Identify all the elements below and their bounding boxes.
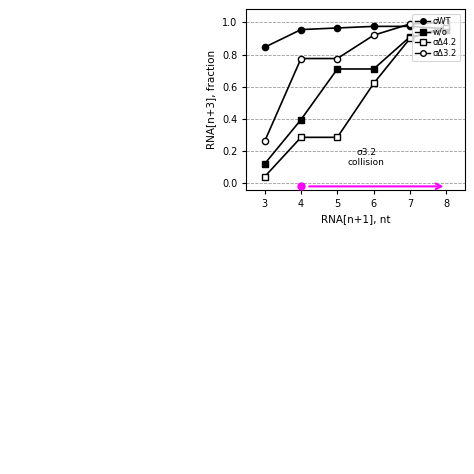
w/o <box>262 161 267 167</box>
σWT <box>371 24 376 29</box>
Line: σΔ3.2: σΔ3.2 <box>262 19 449 145</box>
σΔ4.2 <box>407 36 413 41</box>
σΔ4.2 <box>335 135 340 140</box>
σΔ4.2 <box>444 24 449 29</box>
w/o <box>335 66 340 72</box>
σΔ4.2 <box>262 174 267 180</box>
σWT <box>262 45 267 50</box>
Line: w/o: w/o <box>262 27 449 167</box>
w/o <box>298 117 304 122</box>
w/o <box>407 34 413 40</box>
σΔ3.2 <box>262 138 267 144</box>
σWT <box>298 27 304 32</box>
σWT <box>335 25 340 31</box>
Y-axis label: RNA[n+3], fraction: RNA[n+3], fraction <box>207 50 217 149</box>
σΔ4.2 <box>371 81 376 86</box>
σΔ3.2 <box>444 19 449 25</box>
Legend: σWT, w/o, σΔ4.2, σΔ3.2: σWT, w/o, σΔ4.2, σΔ3.2 <box>412 14 460 61</box>
w/o <box>444 27 449 32</box>
Text: σ3.2
collision: σ3.2 collision <box>348 148 385 167</box>
σΔ3.2 <box>371 32 376 38</box>
σWT <box>407 24 413 29</box>
σΔ3.2 <box>335 55 340 61</box>
σΔ4.2 <box>298 135 304 140</box>
σΔ3.2 <box>298 55 304 61</box>
σΔ3.2 <box>407 21 413 27</box>
Line: σΔ4.2: σΔ4.2 <box>262 23 449 180</box>
Line: σWT: σWT <box>262 23 449 50</box>
σWT <box>444 26 449 32</box>
X-axis label: RNA[n+1], nt: RNA[n+1], nt <box>321 214 390 224</box>
w/o <box>371 66 376 72</box>
